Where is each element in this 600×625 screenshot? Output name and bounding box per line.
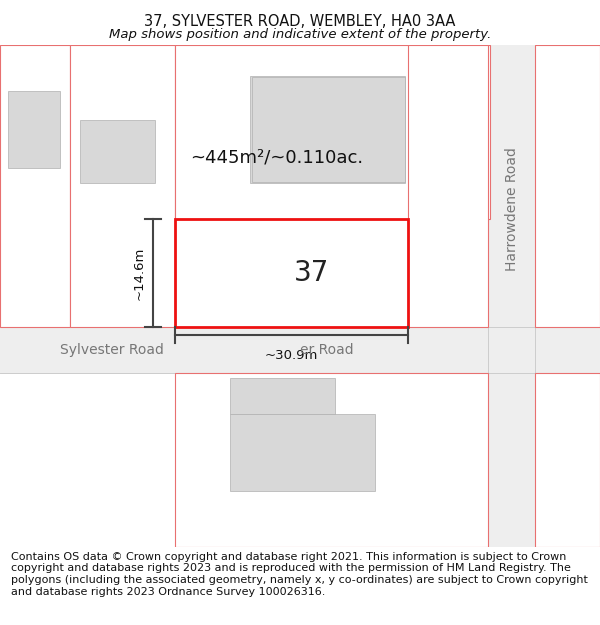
Bar [535,45,600,327]
Text: Map shows position and indicative extent of the property.: Map shows position and indicative extent… [109,28,491,41]
Text: ~14.6m: ~14.6m [133,246,146,299]
Text: Contains OS data © Crown copyright and database right 2021. This information is : Contains OS data © Crown copyright and d… [11,552,587,597]
Bar [250,76,405,183]
Bar [252,77,405,182]
Bar [175,372,488,547]
Bar [488,45,535,547]
Bar [8,91,60,168]
Text: er Road: er Road [300,342,353,357]
Bar [408,45,488,327]
Text: ~30.9m: ~30.9m [265,349,318,362]
Bar [80,120,155,183]
Text: Sylvester Road: Sylvester Road [60,342,164,357]
Bar [175,45,490,219]
Bar [0,45,70,327]
Bar [70,45,175,327]
Bar [230,378,335,414]
Text: ~445m²/~0.110ac.: ~445m²/~0.110ac. [190,149,363,167]
Text: 37: 37 [294,259,329,287]
Bar [225,232,400,311]
Bar [230,414,375,491]
Bar [0,327,600,372]
Text: 37, SYLVESTER ROAD, WEMBLEY, HA0 3AA: 37, SYLVESTER ROAD, WEMBLEY, HA0 3AA [145,14,455,29]
Text: Harrowdene Road: Harrowdene Road [505,147,518,271]
Bar [535,372,600,547]
Bar [175,219,408,327]
Bar [180,239,218,296]
